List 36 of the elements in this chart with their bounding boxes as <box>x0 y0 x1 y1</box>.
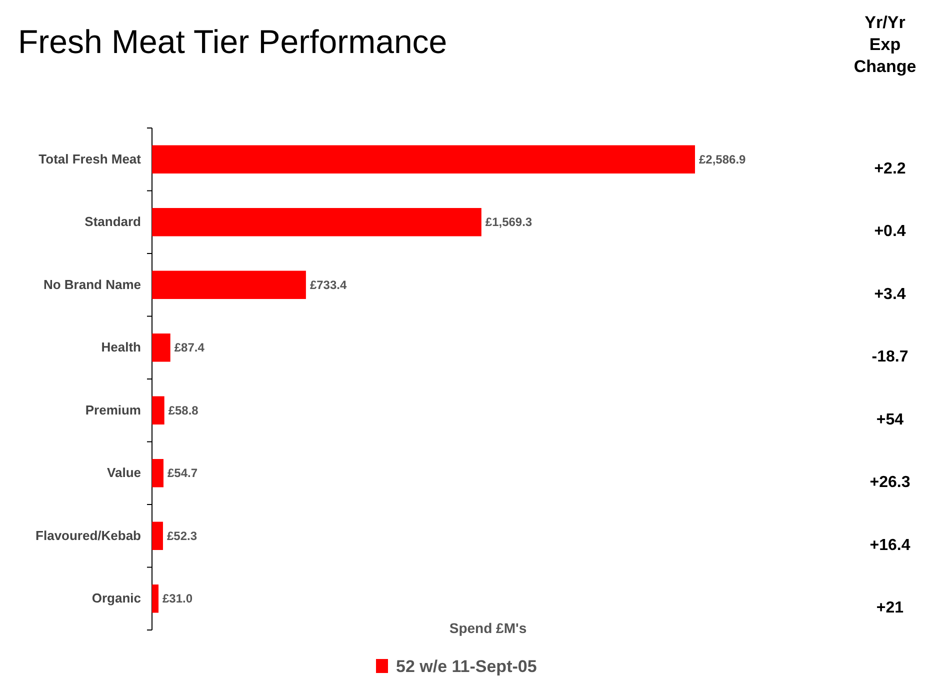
chart-title: Fresh Meat Tier Performance <box>18 23 448 60</box>
bar <box>152 396 164 424</box>
bar <box>152 334 170 362</box>
bar <box>152 522 163 550</box>
text: +16.4 <box>870 536 910 554</box>
data-label: £2,586.9 <box>699 152 746 166</box>
text: +21 <box>876 600 904 617</box>
y-tick-label: Organic <box>92 590 141 606</box>
text: Yr/Yr Exp Change <box>854 13 916 76</box>
text: +26.3 <box>870 474 910 492</box>
data-label: £52.3 <box>166 528 198 543</box>
data-label: £54.7 <box>167 466 198 480</box>
text: +0.4 <box>874 223 906 240</box>
y-tick-label: Value <box>107 465 141 480</box>
y-tick-label: Total Fresh Meat <box>38 151 142 166</box>
bar <box>152 208 482 236</box>
text: -18.7 <box>872 348 908 366</box>
data-label: £31.0 <box>162 592 193 606</box>
y-tick-label: Flavoured/Kebab <box>36 528 142 543</box>
bar <box>152 584 159 613</box>
y-tick-label: Health <box>101 340 142 355</box>
y-tick-label: No Brand Name <box>43 276 141 292</box>
bar <box>152 459 164 488</box>
text: +3.4 <box>874 286 906 303</box>
x-axis-title: Spend £M's <box>449 620 527 636</box>
bar <box>152 270 306 299</box>
legend-label: 52 w/e 11-Sept-05 <box>396 657 537 676</box>
data-label: £1,569.3 <box>485 215 532 230</box>
data-label: £58.8 <box>168 403 199 418</box>
data-label: £87.4 <box>174 340 205 355</box>
y-tick-label: Premium <box>85 402 141 418</box>
text: +54 <box>876 411 904 428</box>
text: +2.2 <box>874 160 906 178</box>
bar <box>152 145 695 174</box>
data-label: £733.4 <box>310 278 347 292</box>
y-tick-label: Standard <box>84 214 142 230</box>
